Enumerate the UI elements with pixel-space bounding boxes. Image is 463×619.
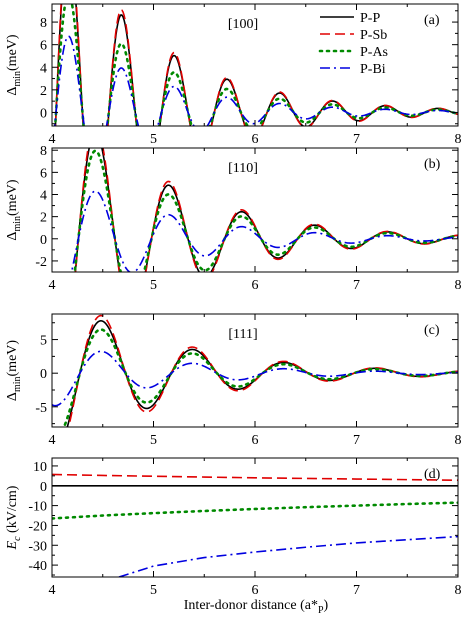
y-tick-label: 2	[40, 84, 47, 99]
x-tick-label: 5	[150, 278, 157, 293]
x-tick-label: 7	[353, 278, 360, 293]
legend-label-p-p: P-P	[360, 11, 380, 26]
series-line-p-as	[73, 149, 458, 272]
series-line-p-as	[52, 501, 458, 520]
x-tick-label: 8	[455, 583, 462, 598]
series-line-p-p	[54, 4, 458, 126]
panel-label: (a)	[424, 13, 440, 28]
y-tick-label: 0	[40, 480, 47, 495]
y-tick-label: -10	[28, 500, 47, 515]
x-tick-label: 8	[455, 132, 462, 147]
legend-label-p-sb: P-Sb	[360, 28, 387, 43]
y-axis-label: Ec (kV/cm)	[5, 485, 23, 550]
y-tick-label: -20	[28, 519, 47, 534]
panel-b: 4 5 6 7 8 -2 0 2 4 6 8 Δmin(meV) (b) [110]	[5, 144, 462, 293]
series-line-p-sb	[54, 4, 458, 126]
series-line-p-bi	[52, 350, 458, 407]
x-tick-label: 5	[150, 583, 157, 598]
y-tick-label: 0	[40, 233, 47, 248]
x-tick-label: 6	[252, 433, 259, 448]
y-tick-label: 5	[40, 334, 47, 349]
legend-label-p-as: P-As	[360, 45, 388, 60]
x-tick-label: 4	[49, 278, 56, 293]
x-tick-label: 6	[252, 132, 259, 147]
y-tick-label: 10	[33, 460, 47, 475]
x-tick-label: 7	[353, 583, 360, 598]
x-tick-label: 8	[455, 278, 462, 293]
x-tick-label: 8	[455, 433, 462, 448]
x-tick-label: 7	[353, 433, 360, 448]
x-tick-label: 4	[49, 583, 56, 598]
series-line-p-sb	[74, 148, 458, 272]
series-line-p-as	[62, 328, 458, 427]
y-tick-label: -2	[35, 255, 47, 270]
direction-annotation: [111]	[228, 327, 257, 342]
panel-label: (b)	[424, 157, 441, 172]
x-tick-label: 5	[150, 132, 157, 147]
y-axis-label: Δmin(meV)	[5, 179, 23, 240]
x-tick-label: 6	[252, 278, 259, 293]
y-tick-label: 4	[40, 61, 47, 76]
y-tick-label: 8	[40, 144, 47, 159]
x-tick-label: 6	[252, 583, 259, 598]
x-tick-label: 7	[353, 132, 360, 147]
x-tick-label: 4	[49, 433, 56, 448]
legend-label-p-bi: P-Bi	[360, 62, 386, 77]
panel-c: 4 5 6 7 8 -5 0 5 Δmin(meV) (c) [111]	[5, 313, 462, 448]
panel-label: (d)	[424, 467, 441, 482]
y-tick-label: 8	[40, 16, 47, 31]
series-line-p-bi	[53, 35, 458, 126]
x-tick-label: 5	[150, 433, 157, 448]
y-tick-label: 2	[40, 211, 47, 226]
x-axis-label: Inter-donor distance (a*P)	[184, 598, 329, 616]
x-axis-label-main: Inter-donor distance (a*	[184, 598, 318, 613]
x-axis-label-close: )	[324, 598, 329, 613]
panel-a: 4 5 6 7 8 0 2 4 6 8 Δmin(meV) (a) [100] P-P P-Sb P-As P-…	[5, 3, 462, 147]
y-axis-label: Δmin(meV)	[5, 340, 23, 401]
y-axis-label: Δmin(meV)	[5, 34, 23, 95]
y-tick-label: 6	[40, 39, 47, 54]
direction-annotation: [110]	[228, 161, 258, 176]
series-line-p-sb	[52, 473, 458, 482]
y-tick-label: -5	[35, 401, 47, 416]
series-line-p-bi	[118, 535, 458, 577]
x-axis-label-sub: P	[318, 605, 324, 616]
x-tick-label: 4	[49, 132, 56, 147]
panel-d: 4 5 6 7 8 -40 -30 -20 -10 0 10 Ec (kV/cm) (d)	[5, 457, 462, 598]
series-line-p-as	[53, 4, 458, 126]
y-tick-label: 6	[40, 166, 47, 181]
y-tick-label: 0	[40, 106, 47, 121]
y-tick-label: -30	[28, 539, 47, 554]
direction-annotation: [100]	[228, 17, 258, 32]
panel-label: (c)	[424, 323, 440, 338]
y-tick-label: -40	[28, 559, 47, 574]
series-line-p-bi	[70, 190, 458, 272]
y-tick-label: 0	[40, 367, 47, 382]
y-tick-label: 4	[40, 189, 47, 204]
